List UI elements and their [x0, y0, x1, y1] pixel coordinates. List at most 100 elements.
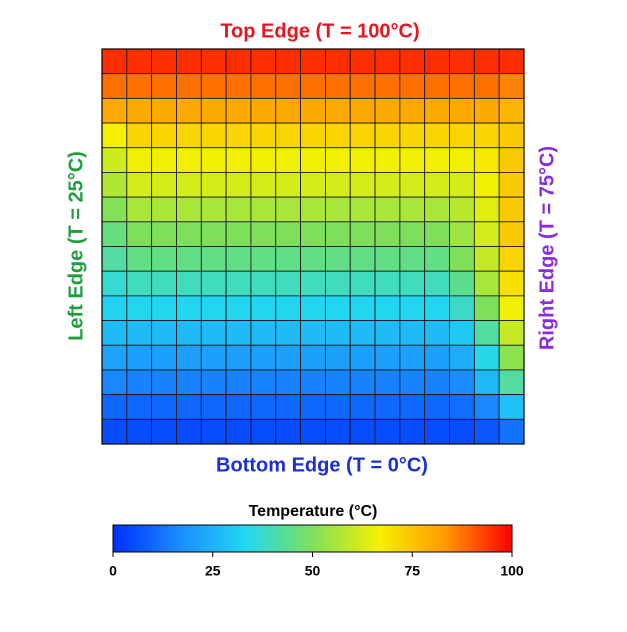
heat-cell	[225, 172, 252, 198]
heat-cell	[300, 48, 326, 75]
heat-cell	[225, 418, 252, 445]
heat-cell	[498, 147, 525, 173]
heat-cell	[498, 344, 525, 371]
heat-cell	[424, 418, 450, 445]
heat-cell	[325, 172, 351, 198]
heat-cell	[449, 320, 475, 346]
heat-cell	[101, 369, 128, 396]
heat-cell	[325, 221, 351, 247]
left-label: Left Edge (T = 25°C)	[65, 151, 87, 341]
heat-cell	[300, 122, 326, 149]
heat-cell	[424, 196, 450, 223]
heat-cell	[225, 122, 252, 149]
heat-cell	[250, 320, 277, 346]
heat-cell	[399, 172, 426, 198]
heat-cell	[275, 295, 301, 321]
heat-cell	[126, 418, 153, 445]
colorbar-tick-label: 50	[305, 563, 321, 579]
heat-cell	[176, 295, 202, 321]
heat-cell	[225, 221, 252, 247]
heat-cell	[325, 73, 351, 99]
heat-cell	[473, 221, 500, 247]
heat-cell	[250, 270, 277, 297]
heat-cell	[300, 172, 326, 198]
heat-cell	[300, 418, 326, 445]
heat-cell	[101, 196, 128, 223]
heat-cell	[126, 320, 153, 346]
heat-cell	[473, 48, 500, 75]
heat-cell	[176, 270, 202, 297]
heat-cell	[101, 246, 128, 272]
heat-cell	[176, 418, 202, 445]
heat-cell	[498, 369, 525, 396]
heat-cell	[151, 221, 177, 247]
heat-cell	[424, 246, 450, 272]
heat-cell	[424, 344, 450, 371]
heat-cell	[300, 369, 326, 396]
heat-cell	[225, 270, 252, 297]
heat-cell	[275, 270, 301, 297]
heat-cell	[473, 246, 500, 272]
heat-cell	[325, 320, 351, 346]
heat-cell	[176, 246, 202, 272]
heat-cell	[250, 147, 277, 173]
heat-cell	[225, 97, 252, 124]
heat-cell	[275, 48, 301, 75]
heat-cell	[325, 147, 351, 173]
heat-cell	[151, 172, 177, 198]
heat-cell	[126, 97, 153, 124]
heat-cell	[250, 295, 277, 321]
heat-cell	[126, 394, 153, 420]
heat-cell	[225, 394, 252, 420]
heat-cell	[349, 48, 376, 75]
heat-cell	[200, 320, 227, 346]
heat-cell	[176, 344, 202, 371]
heat-cell	[200, 246, 227, 272]
heat-cell	[498, 246, 525, 272]
heat-cell	[126, 221, 153, 247]
heat-cell	[399, 295, 426, 321]
heat-cell	[349, 196, 376, 223]
heat-cell	[498, 97, 525, 124]
heat-cell	[349, 122, 376, 149]
colorbar-tick-label: 0	[109, 563, 117, 579]
heat-cell	[151, 295, 177, 321]
heat-cell	[399, 147, 426, 173]
heat-cell	[275, 418, 301, 445]
heat-cell	[250, 394, 277, 420]
heat-cell	[176, 73, 202, 99]
heat-cell	[325, 270, 351, 297]
heat-cell	[399, 394, 426, 420]
heat-cell	[449, 221, 475, 247]
colorbar-tick-label: 75	[404, 563, 420, 579]
heat-cell	[424, 147, 450, 173]
heat-cell	[349, 418, 376, 445]
heat-cell	[424, 122, 450, 149]
heat-cell	[225, 48, 252, 75]
heat-cell	[126, 122, 153, 149]
heat-cell	[473, 344, 500, 371]
heat-cell	[449, 172, 475, 198]
heat-cell	[300, 320, 326, 346]
top-label: Top Edge (T = 100°C)	[220, 20, 419, 42]
heat-cell	[151, 369, 177, 396]
heat-cell	[473, 270, 500, 297]
heat-cell	[200, 270, 227, 297]
heat-cell	[349, 73, 376, 99]
heat-cell	[399, 246, 426, 272]
heat-cell	[498, 270, 525, 297]
heat-cell	[325, 295, 351, 321]
heat-cell	[325, 97, 351, 124]
heat-cell	[126, 147, 153, 173]
heat-cell	[225, 295, 252, 321]
heat-cell	[275, 246, 301, 272]
heat-cell	[200, 172, 227, 198]
heat-cell	[200, 122, 227, 149]
heat-cell	[399, 196, 426, 223]
heat-cell	[250, 172, 277, 198]
heat-cell	[325, 196, 351, 223]
heat-cell	[498, 48, 525, 75]
heat-cell	[498, 122, 525, 149]
heat-cell	[176, 48, 202, 75]
